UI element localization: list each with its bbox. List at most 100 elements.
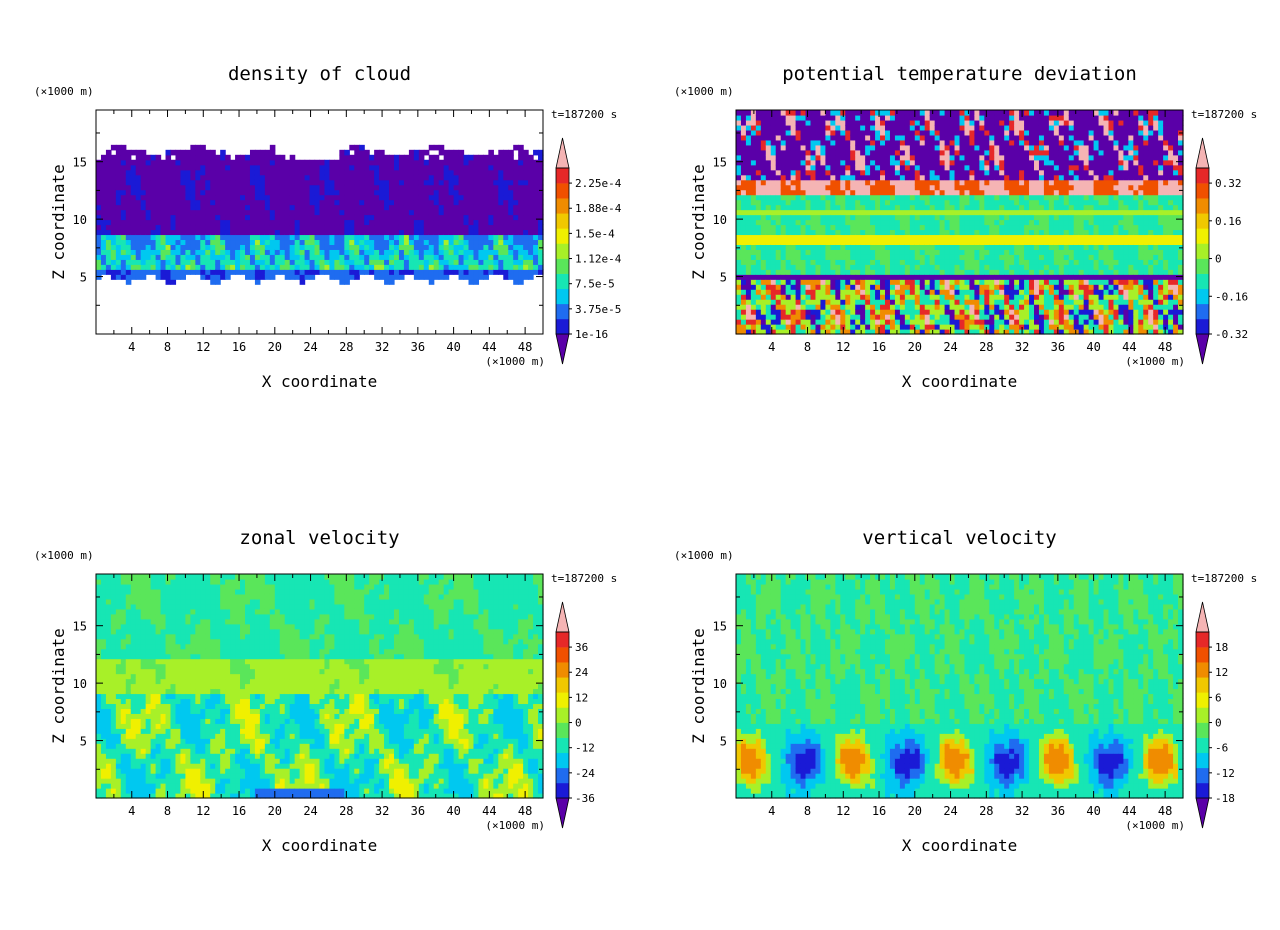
heatmap-cell	[166, 220, 172, 226]
heatmap-cell	[950, 220, 956, 226]
heatmap-cell	[285, 175, 291, 181]
heatmap-cell	[235, 234, 241, 240]
heatmap-cell	[964, 110, 970, 116]
heatmap-cell	[820, 244, 826, 250]
heatmap-cell	[890, 180, 896, 186]
heatmap-cell	[250, 259, 256, 265]
heatmap-cell	[473, 239, 479, 245]
heatmap-cell	[1014, 185, 1020, 191]
heatmap-cell	[830, 185, 836, 191]
heatmap-cell	[930, 249, 936, 255]
heatmap-cell	[185, 200, 191, 206]
heatmap-cell	[419, 269, 425, 275]
heatmap-cell	[855, 299, 861, 305]
heatmap-cell	[979, 274, 985, 280]
heatmap-cell	[459, 160, 465, 166]
heatmap-cell	[151, 229, 157, 235]
heatmap-cell	[865, 234, 871, 240]
heatmap-cell	[424, 195, 430, 201]
heatmap-cell	[880, 185, 886, 191]
heatmap-cell	[320, 180, 326, 186]
heatmap-cell	[175, 229, 181, 235]
heatmap-cell	[300, 264, 306, 270]
heatmap-cell	[419, 180, 425, 186]
heatmap-cell	[190, 160, 196, 166]
heatmap-cell	[136, 269, 142, 275]
heatmap-cell	[454, 170, 460, 176]
heatmap-cell	[756, 155, 762, 161]
heatmap-cell	[359, 229, 365, 235]
heatmap-cell	[766, 239, 772, 245]
heatmap-cell	[161, 205, 167, 211]
heatmap-cell	[865, 239, 871, 245]
heatmap-cell	[394, 259, 400, 265]
heatmap-cell	[180, 160, 186, 166]
x-unit-label: (×1000 m)	[485, 355, 545, 368]
heatmap-cell	[815, 254, 821, 260]
heatmap-cell	[969, 175, 975, 181]
heatmap-cell	[880, 269, 886, 275]
heatmap-cell	[1019, 279, 1025, 285]
heatmap-cell	[429, 175, 435, 181]
heatmap-cell	[761, 324, 767, 330]
heatmap-cell	[111, 220, 117, 226]
heatmap-cell	[161, 269, 167, 275]
heatmap-cell	[974, 130, 980, 136]
heatmap-cell	[820, 284, 826, 290]
heatmap-cell	[984, 145, 990, 151]
heatmap-cell	[771, 180, 777, 186]
heatmap-cell	[454, 155, 460, 161]
heatmap-cell	[136, 160, 142, 166]
heatmap-cell	[890, 284, 896, 290]
heatmap-cell	[1009, 150, 1015, 156]
heatmap-cell	[171, 200, 177, 206]
heatmap-cell	[935, 294, 941, 300]
heatmap-cell	[434, 215, 440, 221]
heatmap-cell	[736, 229, 742, 235]
heatmap-cell	[146, 190, 152, 196]
heatmap-cell	[329, 170, 335, 176]
heatmap-cell	[364, 249, 370, 255]
heatmap-cell	[141, 205, 147, 211]
heatmap-cell	[1009, 259, 1015, 265]
heatmap-cell	[1014, 229, 1020, 235]
heatmap-cell	[240, 190, 246, 196]
heatmap-cell	[974, 309, 980, 315]
heatmap-cell	[969, 150, 975, 156]
heatmap-cell	[513, 180, 519, 186]
heatmap-cell	[379, 234, 385, 240]
heatmap-cell	[796, 185, 802, 191]
heatmap-cell	[771, 220, 777, 226]
heatmap-cell	[478, 244, 484, 250]
heatmap-cell	[210, 229, 216, 235]
heatmap-cell	[855, 279, 861, 285]
heatmap-cell	[984, 115, 990, 121]
heatmap-cell	[741, 130, 747, 136]
heatmap-cell	[220, 254, 226, 260]
heatmap-cell	[180, 195, 186, 201]
heatmap-cell	[439, 264, 445, 270]
heatmap-cell	[473, 165, 479, 171]
heatmap-cell	[459, 210, 465, 216]
heatmap-cell	[488, 155, 494, 161]
heatmap-cell	[126, 215, 132, 221]
heatmap-cell	[786, 224, 792, 230]
heatmap-cell	[1014, 284, 1020, 290]
heatmap-cell	[195, 165, 201, 171]
heatmap-cell	[488, 160, 494, 166]
heatmap-cell	[250, 195, 256, 201]
heatmap-cell	[414, 229, 420, 235]
heatmap-cell	[240, 185, 246, 191]
heatmap-cell	[334, 190, 340, 196]
heatmap-cell	[493, 269, 499, 275]
heatmap-cell	[394, 170, 400, 176]
heatmap-cell	[870, 140, 876, 146]
heatmap-cell	[523, 165, 529, 171]
heatmap-cell	[523, 185, 529, 191]
heatmap-cell	[969, 180, 975, 186]
x-tick-label: 48	[518, 340, 532, 354]
heatmap-cell	[806, 150, 812, 156]
heatmap-cell	[870, 205, 876, 211]
heatmap-cell	[305, 170, 311, 176]
heatmap-cell	[1014, 130, 1020, 136]
